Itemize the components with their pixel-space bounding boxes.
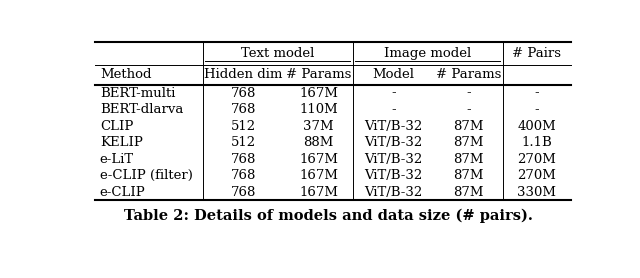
Text: 87M: 87M bbox=[453, 186, 484, 198]
Text: # Params: # Params bbox=[286, 68, 351, 81]
Text: ViT/B-32: ViT/B-32 bbox=[364, 153, 422, 166]
Text: 37M: 37M bbox=[303, 120, 334, 133]
Text: 270M: 270M bbox=[517, 169, 556, 182]
Text: 768: 768 bbox=[231, 153, 256, 166]
Text: Image model: Image model bbox=[384, 47, 471, 60]
Text: 400M: 400M bbox=[518, 120, 556, 133]
Text: KELIP: KELIP bbox=[100, 136, 143, 149]
Text: 512: 512 bbox=[231, 136, 256, 149]
Text: 88M: 88M bbox=[303, 136, 333, 149]
Text: 87M: 87M bbox=[453, 153, 484, 166]
Text: 270M: 270M bbox=[517, 153, 556, 166]
Text: 1.1B: 1.1B bbox=[522, 136, 552, 149]
Text: 87M: 87M bbox=[453, 169, 484, 182]
Text: 167M: 167M bbox=[299, 186, 338, 198]
Text: -: - bbox=[391, 86, 396, 100]
Text: 167M: 167M bbox=[299, 153, 338, 166]
Text: # Pairs: # Pairs bbox=[513, 47, 561, 60]
Text: 768: 768 bbox=[231, 86, 256, 100]
Text: Model: Model bbox=[372, 68, 415, 81]
Text: ViT/B-32: ViT/B-32 bbox=[364, 169, 422, 182]
Text: 167M: 167M bbox=[299, 169, 338, 182]
Text: e-LiT: e-LiT bbox=[100, 153, 134, 166]
Text: ViT/B-32: ViT/B-32 bbox=[364, 186, 422, 198]
Text: 512: 512 bbox=[231, 120, 256, 133]
Text: CLIP: CLIP bbox=[100, 120, 133, 133]
Text: BERT-dlarva: BERT-dlarva bbox=[100, 103, 183, 116]
Text: 87M: 87M bbox=[453, 120, 484, 133]
Text: 110M: 110M bbox=[299, 103, 338, 116]
Text: 330M: 330M bbox=[517, 186, 556, 198]
Text: ViT/B-32: ViT/B-32 bbox=[364, 136, 422, 149]
Text: -: - bbox=[466, 103, 471, 116]
Text: 167M: 167M bbox=[299, 86, 338, 100]
Text: Text model: Text model bbox=[241, 47, 314, 60]
Text: ViT/B-32: ViT/B-32 bbox=[364, 120, 422, 133]
Text: -: - bbox=[534, 103, 539, 116]
Text: Method: Method bbox=[100, 68, 151, 81]
Text: -: - bbox=[391, 103, 396, 116]
Text: e-CLIP (filter): e-CLIP (filter) bbox=[100, 169, 193, 182]
Text: 768: 768 bbox=[231, 186, 256, 198]
Text: -: - bbox=[466, 86, 471, 100]
Text: 768: 768 bbox=[231, 169, 256, 182]
Text: 768: 768 bbox=[231, 103, 256, 116]
Text: 87M: 87M bbox=[453, 136, 484, 149]
Text: Hidden dim: Hidden dim bbox=[204, 68, 283, 81]
Text: BERT-multi: BERT-multi bbox=[100, 86, 175, 100]
Text: Table 2: Details of models and data size (# pairs).: Table 2: Details of models and data size… bbox=[124, 209, 532, 223]
Text: # Params: # Params bbox=[436, 68, 501, 81]
Text: e-CLIP: e-CLIP bbox=[100, 186, 145, 198]
Text: -: - bbox=[534, 86, 539, 100]
